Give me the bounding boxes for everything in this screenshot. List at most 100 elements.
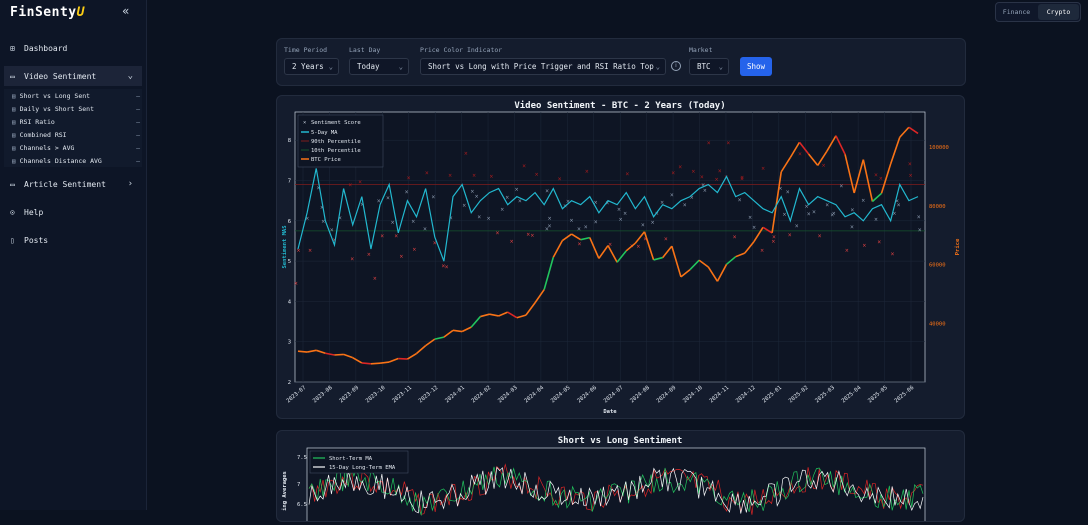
chevron-down-icon: ⌄ <box>328 62 333 71</box>
x-tick: 2024-10 <box>682 385 704 405</box>
sentiment-point: × <box>407 176 411 182</box>
sentiment-point: × <box>740 175 744 181</box>
submenu-item-channels-distance[interactable]: ▤ Channels Distance AVG — <box>12 155 140 167</box>
y2-tick: 80000 <box>929 204 946 210</box>
market-label: Market <box>689 46 713 54</box>
btc-price-segment <box>534 289 545 304</box>
finance-tab[interactable]: Finance <box>1002 8 1031 16</box>
sentiment-point: × <box>714 177 718 183</box>
btc-price-segment <box>552 240 564 258</box>
btc-price-segment <box>388 357 399 363</box>
submenu-label: Daily vs Short Sent <box>19 105 94 113</box>
btc-price-segment <box>461 326 472 333</box>
sentiment-point: × <box>423 227 427 233</box>
legend-box <box>309 450 409 474</box>
sentiment-point: × <box>623 211 627 217</box>
btc-price-segment <box>306 349 317 353</box>
x-tick: 2024-01 <box>444 385 466 405</box>
x-tick: 2025-01 <box>761 385 783 405</box>
sidebar-item-label: Article Sentiment <box>24 179 106 189</box>
submenu-label: Channels > AVG <box>19 144 75 152</box>
collapse-sidebar-icon[interactable]: « <box>122 4 130 18</box>
x-tick: 2025-06 <box>894 385 916 405</box>
btc-price-segment <box>361 362 372 365</box>
sentiment-point: × <box>394 233 398 239</box>
sentiment-point: × <box>760 248 764 254</box>
btc-price-segment <box>325 352 335 356</box>
market-select[interactable]: BTC ⌄ <box>689 58 729 75</box>
sentiment-point: × <box>405 190 409 196</box>
price-color-select[interactable]: Short vs Long with Price Trigger and RSI… <box>420 58 666 75</box>
sentiment-point: × <box>505 195 509 201</box>
time-period-label: Time Period <box>284 46 328 54</box>
last-day-label: Last Day <box>349 46 381 54</box>
submenu-label: Short vs Long Sent <box>19 92 91 100</box>
sidebar-item-help[interactable]: ⊙ Help <box>0 202 142 222</box>
sentiment-point: × <box>701 183 705 189</box>
ma-line <box>308 463 924 515</box>
btc-price-segment <box>744 241 755 254</box>
btc-price-segment <box>753 226 764 243</box>
sentiment-point: × <box>740 177 744 183</box>
x-tick: 2023-10 <box>365 385 387 405</box>
sentiment-point: × <box>380 233 384 239</box>
btc-price-segment <box>297 350 308 353</box>
chart-legend: × Sentiment Score 5-Day MA 90th Percenti… <box>297 114 384 168</box>
sidebar-item-dashboard[interactable]: ⊞ Dashboard <box>0 38 142 58</box>
submenu-item-combined-rsi[interactable]: ▤ Combined RSI — <box>12 129 140 141</box>
btc-price-segment <box>789 141 801 158</box>
btc-price-segment <box>762 226 773 234</box>
chevron-down-icon: ⌄ <box>655 62 660 71</box>
dash-icon: — <box>136 118 140 126</box>
btc-price-segment <box>726 256 737 265</box>
sentiment-point: × <box>818 234 822 240</box>
sidebar: FinSentyU « ⊞ Dashboard ▭ Video Sentimen… <box>0 0 147 510</box>
sentiment-point: × <box>752 225 756 231</box>
btc-price-segment <box>689 259 700 271</box>
submenu-item-rsi-ratio[interactable]: ▤ RSI Ratio — <box>12 116 140 128</box>
sentiment-point: × <box>879 176 883 182</box>
submenu-item-short-vs-long[interactable]: ▤ Short vs Long Sent — <box>12 90 140 102</box>
sentiment-point: × <box>918 227 922 233</box>
sentiment-point: × <box>822 163 826 169</box>
app-logo[interactable]: FinSentyU <box>10 5 85 20</box>
btc-price-segment <box>343 353 353 359</box>
x-tick: 2024-12 <box>735 385 757 405</box>
sidebar-item-article-sentiment[interactable]: ▭ Article Sentiment › <box>0 174 142 194</box>
btc-price-segment <box>315 349 326 355</box>
sentiment-point: × <box>411 219 415 225</box>
btc-price-segment <box>716 263 728 282</box>
sentiment-point: × <box>641 222 645 228</box>
time-period-select[interactable]: 2 Years ⌄ <box>284 58 339 75</box>
sidebar-item-posts[interactable]: ▯ Posts <box>0 230 142 250</box>
btc-price-segment <box>571 233 582 241</box>
sentiment-point: × <box>308 248 312 254</box>
sentiment-point: × <box>332 238 336 244</box>
sentiment-point: × <box>316 186 320 192</box>
sentiment-point: × <box>547 224 551 230</box>
crypto-tab[interactable]: Crypto <box>1038 4 1079 20</box>
sentiment-point: × <box>748 215 752 221</box>
video-sentiment-submenu: ▤ Short vs Long Sent — ▤ Daily vs Short Sen… <box>4 89 142 167</box>
btc-price-segment <box>880 163 892 194</box>
sidebar-item-video-sentiment[interactable]: ▭ Video Sentiment ⌄ <box>4 66 142 86</box>
btc-price-segment <box>598 245 609 259</box>
sentiment-point: × <box>664 236 668 242</box>
video-sentiment-chart: Video Sentiment - BTC - 2 Years (Today) … <box>282 100 961 415</box>
sentiment-point: × <box>495 230 499 236</box>
sentiment-point: × <box>877 239 881 245</box>
submenu-item-daily-vs-short[interactable]: ▤ Daily vs Short Sent — <box>12 103 140 115</box>
btc-price-segment <box>780 157 792 173</box>
sentiment-point: × <box>526 232 530 238</box>
sentiment-point: × <box>350 256 354 262</box>
info-icon[interactable]: i <box>671 61 681 71</box>
sentiment-point: × <box>890 251 894 257</box>
sentiment-point: × <box>367 252 371 258</box>
show-button[interactable]: Show <box>740 57 772 76</box>
last-day-select[interactable]: Today ⌄ <box>349 58 409 75</box>
x-tick: 2025-02 <box>788 385 810 405</box>
submenu-item-channels-avg[interactable]: ▤ Channels > AVG — <box>12 142 140 154</box>
file-icon: ▯ <box>10 235 15 245</box>
btc-price-segment <box>334 353 344 356</box>
sentiment-point: × <box>726 141 730 147</box>
